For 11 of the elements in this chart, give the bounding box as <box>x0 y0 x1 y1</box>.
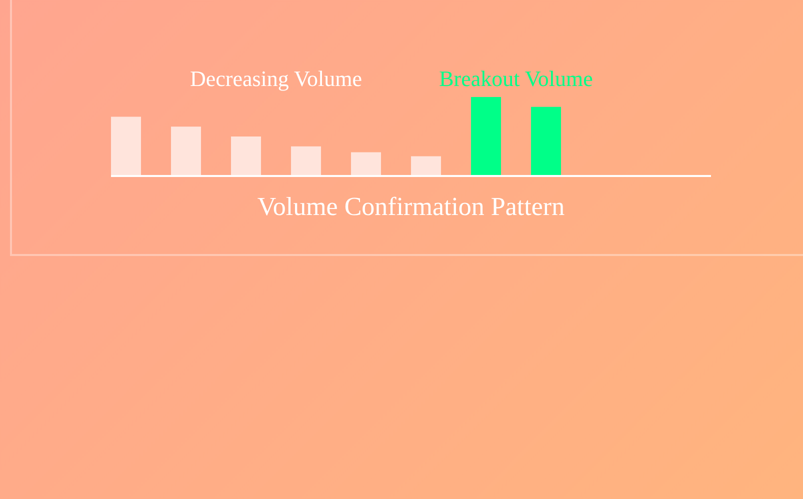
bar <box>291 146 321 176</box>
text: Breakout Volume <box>439 66 593 91</box>
bar <box>351 152 381 176</box>
bar <box>171 126 201 176</box>
bar <box>411 156 441 176</box>
bar <box>231 136 261 176</box>
text: Decreasing Volume <box>190 66 362 91</box>
bar <box>111 116 141 176</box>
text: Volume Confirmation Pattern <box>257 192 565 221</box>
bar <box>531 106 561 176</box>
bar <box>471 97 501 176</box>
